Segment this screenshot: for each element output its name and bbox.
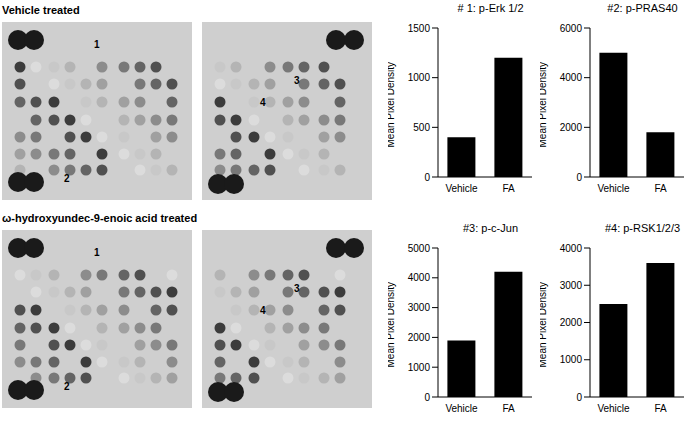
svg-text:2: 2 (64, 381, 70, 392)
svg-text:FA: FA (654, 183, 667, 194)
svg-text:1000: 1000 (408, 72, 431, 83)
svg-text:3: 3 (294, 283, 300, 294)
svg-text:Mean Pixel Density: Mean Pixel Density (540, 282, 548, 368)
svg-text:1: 1 (94, 247, 100, 258)
svg-text:Mean Pixel Density: Mean Pixel Density (388, 282, 396, 368)
svg-text:4000: 4000 (560, 243, 583, 254)
html-text:Vehicle treated: Vehicle treated (2, 4, 80, 16)
svg-text:2000: 2000 (408, 332, 431, 343)
svg-text:1000: 1000 (408, 362, 431, 373)
svg-text:Vehicle: Vehicle (597, 183, 630, 194)
svg-text:500: 500 (413, 122, 430, 133)
svg-text:0: 0 (424, 172, 430, 183)
html-text:#3: p-c-Jun: #3: p-c-Jun (463, 222, 518, 234)
svg-text:1: 1 (94, 39, 100, 50)
svg-text:Mean Pixel Density: Mean Pixel Density (388, 62, 396, 148)
svg-text:Mean Pixel Density: Mean Pixel Density (540, 62, 548, 148)
svg-text:4: 4 (260, 305, 266, 316)
svg-text:Vehicle: Vehicle (597, 403, 630, 414)
svg-text:4: 4 (260, 97, 266, 108)
svg-text:2000: 2000 (560, 122, 583, 133)
svg-text:3: 3 (294, 75, 300, 86)
svg-text:1000: 1000 (560, 354, 583, 365)
svg-text:3000: 3000 (560, 280, 583, 291)
svg-text:0: 0 (424, 392, 430, 403)
svg-text:0: 0 (576, 172, 582, 183)
svg-text:3000: 3000 (408, 302, 431, 313)
svg-text:Vehicle: Vehicle (445, 183, 478, 194)
svg-text:6000: 6000 (560, 23, 583, 34)
svg-text:FA: FA (502, 403, 515, 414)
svg-text:0: 0 (576, 392, 582, 403)
svg-text:4000: 4000 (408, 272, 431, 283)
svg-text:2: 2 (64, 173, 70, 184)
svg-text:1500: 1500 (408, 23, 431, 34)
html-text:#4: p-RSK1/2/3: #4: p-RSK1/2/3 (604, 222, 681, 234)
html-text:ω-hydroxyundec-9-enoic acid tr: ω-hydroxyundec-9-enoic acid treated (2, 212, 198, 224)
html-text:# 1: p-Erk 1/2: # 1: p-Erk 1/2 (457, 2, 524, 14)
svg-text:2000: 2000 (560, 317, 583, 328)
html-text:#2: p-PRAS40: #2: p-PRAS40 (607, 2, 678, 14)
svg-text:Vehicle: Vehicle (445, 403, 478, 414)
svg-text:5000: 5000 (408, 243, 431, 254)
svg-text:FA: FA (654, 403, 667, 414)
svg-text:4000: 4000 (560, 72, 583, 83)
svg-text:FA: FA (502, 183, 515, 194)
